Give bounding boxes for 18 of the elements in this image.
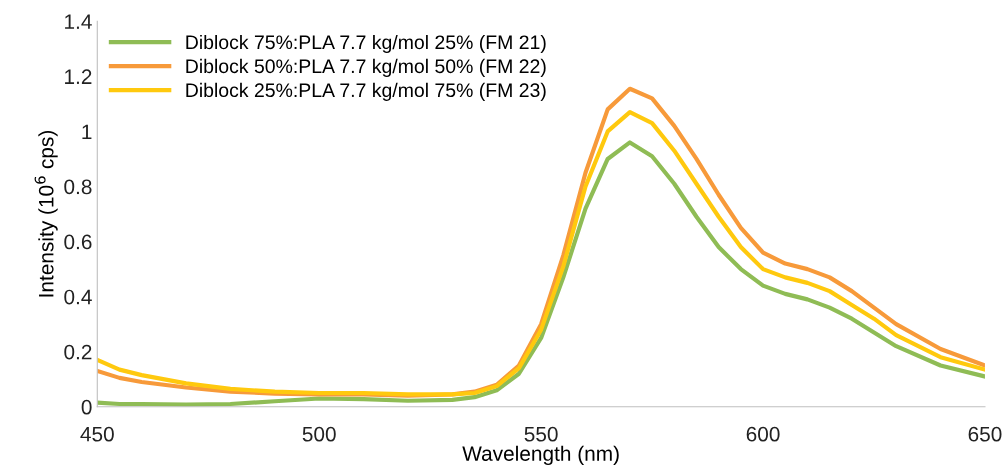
y-tick-label: 0.2 — [64, 344, 92, 360]
legend-label: Diblock 75%:PLA 7.7 kg/mol 25% (FM 21) — [186, 34, 546, 54]
y-tick-label: 1.2 — [65, 69, 92, 84]
y-tick-label: 0.4 — [64, 289, 92, 305]
y-tick-label: 0.6 — [64, 234, 92, 250]
x-tick-label: 650 — [968, 426, 1002, 442]
legend-label: Diblock 25%:PLA 7.7 kg/mol 75% (FM 23) — [186, 82, 546, 101]
x-tick-label: 450 — [80, 426, 114, 442]
y-tick-label: 1 — [82, 124, 92, 139]
y-tick-label: 0 — [81, 399, 92, 415]
x-tick-label: 500 — [302, 426, 336, 442]
legend-label: Diblock 50%:PLA 7.7 kg/mol 50% (FM 22) — [186, 58, 546, 77]
x-tick-label: 550 — [524, 426, 558, 442]
y-tick-label: 0.8 — [64, 179, 92, 195]
y-axis-title: Intensity (10$^{6}$ cps) — [34, 131, 58, 297]
y-tick-label: 1.4 — [65, 14, 92, 29]
x-tick-label: 600 — [746, 426, 780, 442]
x-axis-title: Wavelength (nm) — [462, 445, 619, 466]
